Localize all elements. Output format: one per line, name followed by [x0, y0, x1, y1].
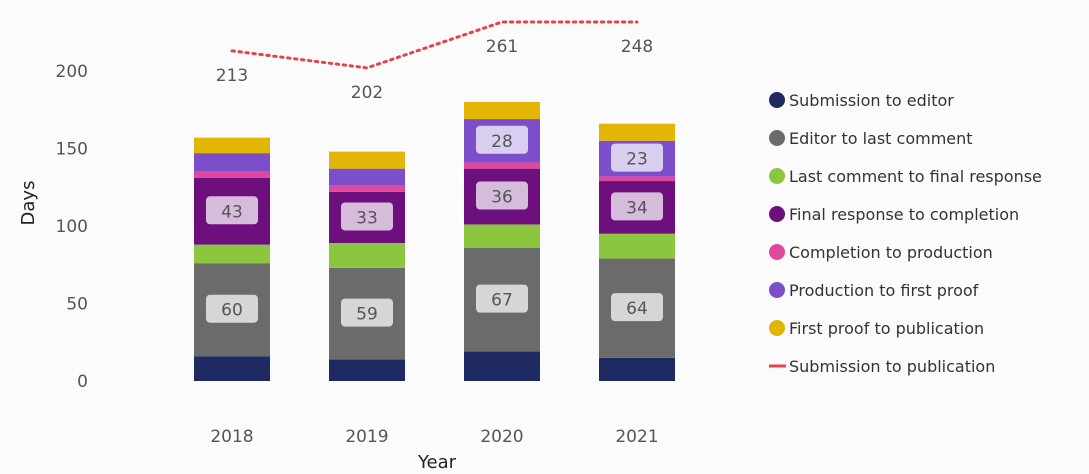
- legend-marker: [769, 320, 785, 336]
- x-tick-label: 2021: [615, 427, 658, 447]
- y-tick-label: 0: [77, 372, 88, 392]
- segment-label-box: [206, 196, 258, 225]
- segment-label: 64: [626, 299, 648, 319]
- legend-label: Production to first proof: [789, 281, 979, 300]
- legend-label: Submission to publication: [789, 357, 995, 376]
- segment-label-box: [611, 293, 663, 322]
- x-tick-label: 2020: [480, 427, 523, 447]
- bar-segment: [464, 102, 540, 120]
- legend: Submission to editor Editor to last comme…: [769, 91, 1042, 376]
- segment-label-box: [476, 181, 528, 210]
- y-axis-ticks: 0 50 100 150 200: [56, 62, 88, 392]
- legend-label: Editor to last comment: [789, 129, 973, 148]
- bar-segment: [464, 351, 540, 381]
- bar-segment: [329, 168, 405, 186]
- bar-segment: [329, 243, 405, 268]
- bar-segment: [194, 171, 270, 178]
- bar-segment: [464, 224, 540, 248]
- segment-label: 33: [356, 208, 378, 228]
- segment-labels: 60 43 59 33 67 36 28 64 34 23: [206, 125, 663, 327]
- total-label: 248: [621, 37, 653, 57]
- y-tick-label: 50: [66, 295, 88, 315]
- bar-segment: [329, 185, 405, 192]
- segment-label-box: [476, 284, 528, 313]
- total-label: 202: [351, 83, 383, 103]
- segment-label: 43: [221, 202, 243, 222]
- segment-label-box: [341, 202, 393, 231]
- bar-segment: [599, 357, 675, 381]
- segment-label-box: [206, 294, 258, 323]
- bar-segment: [599, 123, 675, 141]
- y-tick-label: 150: [56, 140, 88, 160]
- segment-label-box: [611, 192, 663, 221]
- segment-label: 36: [491, 188, 513, 208]
- legend-label: First proof to publication: [789, 319, 984, 338]
- bar-segment: [599, 233, 675, 259]
- total-label: 213: [216, 66, 248, 86]
- segment-label: 67: [491, 291, 513, 311]
- y-tick-label: 200: [56, 62, 88, 82]
- bar-segment: [329, 151, 405, 169]
- bar-segment: [194, 137, 270, 154]
- segment-label: 28: [491, 132, 513, 152]
- legend-marker: [769, 244, 785, 260]
- bar-segment: [194, 356, 270, 381]
- segment-label: 60: [221, 301, 243, 321]
- legend-label: Last comment to final response: [789, 167, 1042, 186]
- segment-label-box: [611, 143, 663, 172]
- total-line-path: [230, 20, 639, 70]
- legend-marker: [769, 282, 785, 298]
- x-tick-label: 2019: [345, 427, 388, 447]
- segment-label-box: [341, 298, 393, 327]
- x-axis-title: Year: [417, 452, 457, 473]
- bars: [194, 102, 675, 381]
- legend-marker: [769, 92, 785, 108]
- bar-segment: [599, 176, 675, 182]
- legend-label: Final response to completion: [789, 205, 1019, 224]
- legend-marker: [769, 206, 785, 222]
- y-tick-label: 100: [56, 217, 88, 237]
- segment-label: 23: [626, 150, 648, 170]
- segment-label: 59: [356, 305, 378, 325]
- bar-segment: [194, 153, 270, 172]
- legend-label: Submission to editor: [789, 91, 954, 110]
- bar-segment: [194, 244, 270, 264]
- total-line: 213 202 261 248: [216, 20, 653, 103]
- legend-marker: [769, 130, 785, 146]
- y-axis-title: Days: [18, 181, 39, 226]
- legend-marker: [769, 168, 785, 184]
- bar-segment: [329, 359, 405, 381]
- legend-label: Completion to production: [789, 243, 993, 262]
- segment-label: 34: [626, 198, 648, 218]
- segment-label-box: [476, 125, 528, 154]
- x-tick-label: 2018: [210, 427, 253, 447]
- total-label: 261: [486, 37, 518, 57]
- x-axis-ticks: 2018 2019 2020 2021: [210, 427, 658, 447]
- bar-segment: [464, 162, 540, 169]
